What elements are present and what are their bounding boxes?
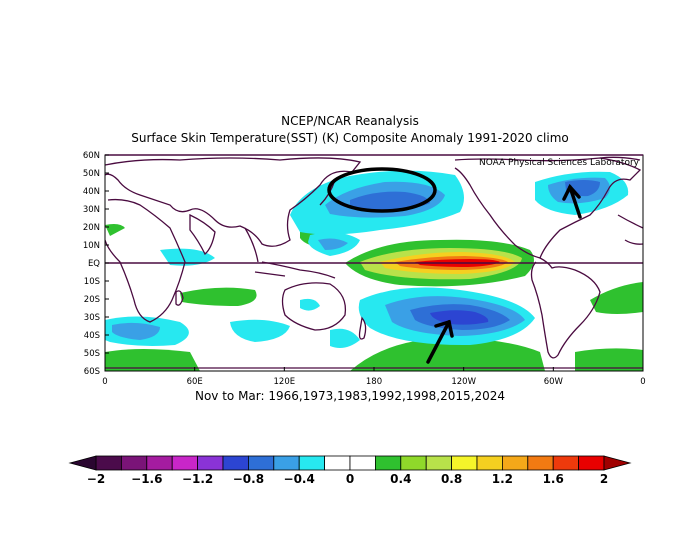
- anomaly-field: [105, 170, 643, 371]
- lon-label: 0: [102, 377, 107, 387]
- credit-label: NOAA Physical Sciences Laboratory: [479, 158, 640, 168]
- colorbar-label: −1.2: [182, 472, 213, 486]
- lon-label: 120E: [274, 377, 296, 387]
- arrow-south-pacific: [426, 319, 454, 364]
- lat-label: 20N: [83, 223, 100, 233]
- colorbar-swatch: [197, 455, 224, 471]
- lat-label: 60S: [84, 367, 100, 377]
- colorbar-label: 1.2: [492, 472, 513, 486]
- colorbar-swatch: [146, 455, 173, 471]
- colorbar-swatch: [501, 455, 529, 471]
- colorbar-swatch: [400, 455, 427, 471]
- lat-label: 10N: [83, 241, 100, 251]
- map-subtitle: Surface Skin Temperature(SST) (K) Compos…: [131, 131, 569, 145]
- lat-label: 30S: [84, 313, 100, 323]
- colorbar-swatch: [95, 455, 122, 471]
- lat-label: 20S: [84, 295, 100, 305]
- colorbar-label: −0.8: [233, 472, 264, 486]
- lon-label: 0: [640, 377, 645, 387]
- colorbar-label: 0: [346, 472, 354, 486]
- lat-label: 50S: [84, 349, 100, 359]
- colorbar-low-arrow: [68, 455, 97, 471]
- colorbar-swatch: [273, 455, 300, 471]
- lat-label: 40S: [84, 331, 100, 341]
- colorbar-label: 0.8: [441, 472, 462, 486]
- colorbar-swatch: [451, 455, 478, 471]
- colorbar-swatch: [425, 455, 453, 471]
- colorbar-swatch: [171, 455, 198, 471]
- colorbar-swatch: [298, 455, 326, 471]
- colorbar-swatch: [476, 455, 503, 471]
- colorbar-label: 1.6: [543, 472, 564, 486]
- composite-years: Nov to Mar: 1966,1973,1983,1992,1998,201…: [194, 389, 506, 403]
- lon-label: 180: [366, 377, 382, 387]
- lon-label: 120W: [451, 377, 476, 387]
- colorbar-swatch: [349, 455, 376, 471]
- colorbar-high-arrow: [603, 455, 632, 471]
- colorbar-swatch: [222, 455, 249, 471]
- latitude-axis: 60N 50N 40N 30N 20N 10N EQ 10S 20S 30S 40S 50S 60S: [83, 151, 109, 377]
- colorbar-swatch: [324, 455, 351, 471]
- colorbar-label: −2: [87, 472, 105, 486]
- lon-label: 60W: [544, 377, 564, 387]
- lat-label: 30N: [83, 205, 100, 215]
- colorbar-label: −0.4: [284, 472, 315, 486]
- longitude-axis: 0 60E 120E 180 120W 60W 0: [102, 367, 646, 387]
- arrow-north-atlantic: [562, 183, 582, 219]
- colorbar-swatch: [247, 455, 275, 471]
- lat-label: 10S: [84, 277, 100, 287]
- colorbar-swatch: [527, 455, 554, 471]
- colorbar: −2 −1.6 −1.2 −0.8 −0.4 0 0.4 0.8 1.2 1.6 2: [68, 455, 632, 486]
- colorbar-swatch: [374, 455, 402, 471]
- lat-label: EQ: [88, 259, 100, 269]
- lat-label: 40N: [83, 187, 100, 197]
- colorbar-label: 0.4: [390, 472, 411, 486]
- colorbar-label: −1.6: [131, 472, 162, 486]
- lat-label: 60N: [83, 151, 100, 161]
- colorbar-label: 2: [600, 472, 608, 486]
- highlight-ellipse: [327, 167, 437, 213]
- colorbar-swatch: [552, 455, 580, 471]
- lon-label: 60E: [187, 377, 203, 387]
- colorbar-swatch: [578, 455, 605, 471]
- map-title: NCEP/NCAR Reanalysis: [281, 114, 419, 128]
- lat-label: 50N: [83, 169, 100, 179]
- colorbar-swatch: [121, 455, 148, 471]
